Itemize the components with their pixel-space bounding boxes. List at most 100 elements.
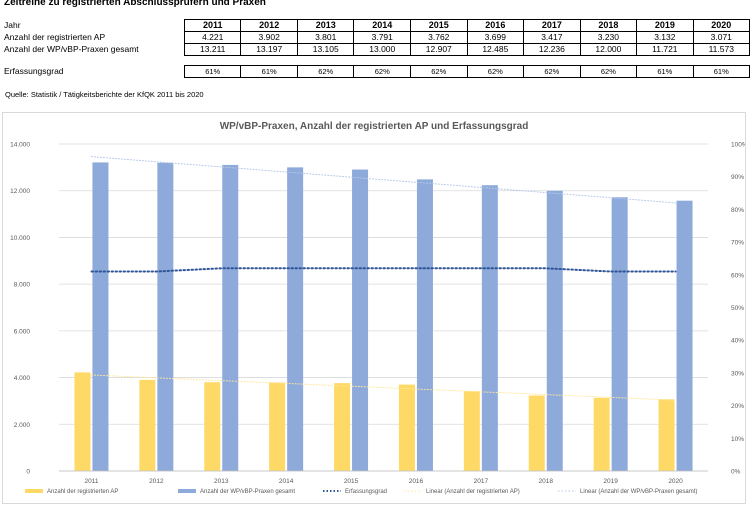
year-cell: 2014 <box>353 19 412 32</box>
y2-tick-label: 10% <box>731 436 744 443</box>
bar-registered-ap <box>658 399 675 471</box>
bar-praxen-total <box>611 197 628 471</box>
y2-tick-label: 60% <box>731 272 744 279</box>
x-tick-label: 2011 <box>84 478 98 485</box>
table-cell: 62% <box>296 65 355 78</box>
bar-praxen-total <box>416 179 433 471</box>
y2-tick-label: 50% <box>731 305 744 312</box>
bar-praxen-total <box>352 169 369 471</box>
y2-tick-label: 90% <box>731 174 744 181</box>
y2-tick-label: 100% <box>731 142 745 149</box>
table-cell: 3.699 <box>466 31 525 44</box>
y2-tick-label: 0% <box>731 469 741 476</box>
table-cell: 12.485 <box>466 43 525 56</box>
table-cell: 3.071 <box>692 31 750 44</box>
y2-tick-label: 30% <box>731 370 744 377</box>
table-cell: 62% <box>579 65 638 78</box>
y2-tick-label: 70% <box>731 240 744 247</box>
table-row-ap: Anzahl der registrierten AP 4.221 3.902 … <box>0 31 750 44</box>
year-cell: 2013 <box>296 19 355 32</box>
year-cell: 2019 <box>636 19 694 32</box>
table-cell: 3.801 <box>296 31 355 44</box>
bar-registered-ap <box>204 382 221 471</box>
trendline-registered-ap <box>91 374 677 401</box>
table-cell: 61% <box>184 65 242 78</box>
y-tick-label: 10.000 <box>10 235 30 242</box>
y2-tick-label: 80% <box>731 207 744 214</box>
table-cell: 62% <box>410 65 468 78</box>
table-row-praxen: Anzahl der WP/vBP-Praxen gesamt 13.211 1… <box>0 43 750 56</box>
table-cell: 3.762 <box>410 31 468 44</box>
table-cell: 3.417 <box>523 31 581 44</box>
table-cell: 11.573 <box>692 43 750 56</box>
bar-registered-ap <box>398 384 415 471</box>
bar-registered-ap <box>139 379 156 471</box>
table-cell: 3.230 <box>579 31 638 44</box>
legend-registered-ap-swatch <box>25 489 43 493</box>
table-cell: 13.000 <box>353 43 412 56</box>
data-table: Jahr 2011 2012 2013 2014 2015 2016 2017 … <box>0 19 750 78</box>
row-label: Anzahl der registrierten AP <box>4 32 106 42</box>
bar-praxen-total <box>287 167 304 471</box>
table-cell: 61% <box>636 65 694 78</box>
legend-trend-praxen-label: Linear (Anzahl der WP/vBP-Praxen gesamt) <box>580 489 697 495</box>
table-cell: 12.000 <box>579 43 638 56</box>
year-cell: 2018 <box>579 19 638 32</box>
chart: WP/vBP-Praxen, Anzahl der registrierten … <box>10 121 748 495</box>
table-cell: 62% <box>466 65 525 78</box>
table-cell: 61% <box>692 65 750 78</box>
y-tick-label: 8.000 <box>14 282 31 289</box>
legend-registered-ap-label: Anzahl der registrierten AP <box>47 489 118 495</box>
x-tick-label: 2019 <box>603 478 618 485</box>
table-cell: 61% <box>240 65 298 78</box>
x-tick-label: 2018 <box>539 478 554 485</box>
bar-registered-ap <box>528 395 545 471</box>
page-title: Zeitreihe zu registrierten Abschlussprüf… <box>4 0 266 8</box>
table-cell: 3.902 <box>240 31 298 44</box>
table-cell: 11.721 <box>636 43 694 56</box>
bar-registered-ap <box>463 391 480 471</box>
year-cell: 2020 <box>692 19 750 32</box>
table-cell: 3.791 <box>353 31 412 44</box>
bar-praxen-total <box>546 190 563 471</box>
y2-tick-label: 40% <box>731 338 744 345</box>
table-cell: 12.907 <box>410 43 468 56</box>
y-tick-label: 14.000 <box>10 142 30 149</box>
table-cell: 13.197 <box>240 43 298 56</box>
bar-praxen-total <box>157 162 174 471</box>
bar-registered-ap <box>334 383 351 471</box>
table-cell: 3.132 <box>636 31 694 44</box>
bar-praxen-total <box>481 185 498 471</box>
legend-trend-ap-label: Linear (Anzahl der registrierten AP) <box>426 489 520 495</box>
line-coverage <box>90 267 677 273</box>
year-label: Jahr <box>4 20 21 30</box>
year-cell: 2012 <box>240 19 298 32</box>
bar-registered-ap <box>74 372 91 471</box>
table-row-coverage: Erfassungsgrad 61% 61% 62% 62% 62% 62% 6… <box>0 65 750 78</box>
table-cell: 62% <box>523 65 581 78</box>
chart-title: WP/vBP-Praxen, Anzahl der registrierten … <box>220 121 529 132</box>
table-cell: 12.236 <box>523 43 581 56</box>
table-header-row: Jahr 2011 2012 2013 2014 2015 2016 2017 … <box>0 19 750 32</box>
bar-praxen-total <box>676 200 693 471</box>
table-cell: 4.221 <box>184 31 242 44</box>
year-cell: 2016 <box>466 19 525 32</box>
row-label: Anzahl der WP/vBP-Praxen gesamt <box>4 44 139 54</box>
year-cell: 2011 <box>184 19 242 32</box>
x-tick-label: 2012 <box>149 478 164 485</box>
x-tick-label: 2017 <box>474 478 489 485</box>
source-note: Quelle: Statistik / Tätigkeitsberichte d… <box>5 90 204 99</box>
chart-frame: WP/vBP-Praxen, Anzahl der registrierten … <box>2 112 748 504</box>
x-tick-label: 2013 <box>214 478 229 485</box>
x-tick-label: 2014 <box>279 478 294 485</box>
x-tick-label: 2015 <box>344 478 359 485</box>
table-spacer <box>0 56 750 66</box>
table-cell: 62% <box>353 65 412 78</box>
y-tick-label: 6.000 <box>14 328 31 335</box>
trendline-praxen-total <box>91 156 677 204</box>
y-tick-label: 0 <box>26 469 30 476</box>
y2-tick-label: 20% <box>731 403 744 410</box>
table-cell: 13.105 <box>296 43 355 56</box>
bar-registered-ap <box>593 397 610 471</box>
x-tick-label: 2016 <box>409 478 424 485</box>
